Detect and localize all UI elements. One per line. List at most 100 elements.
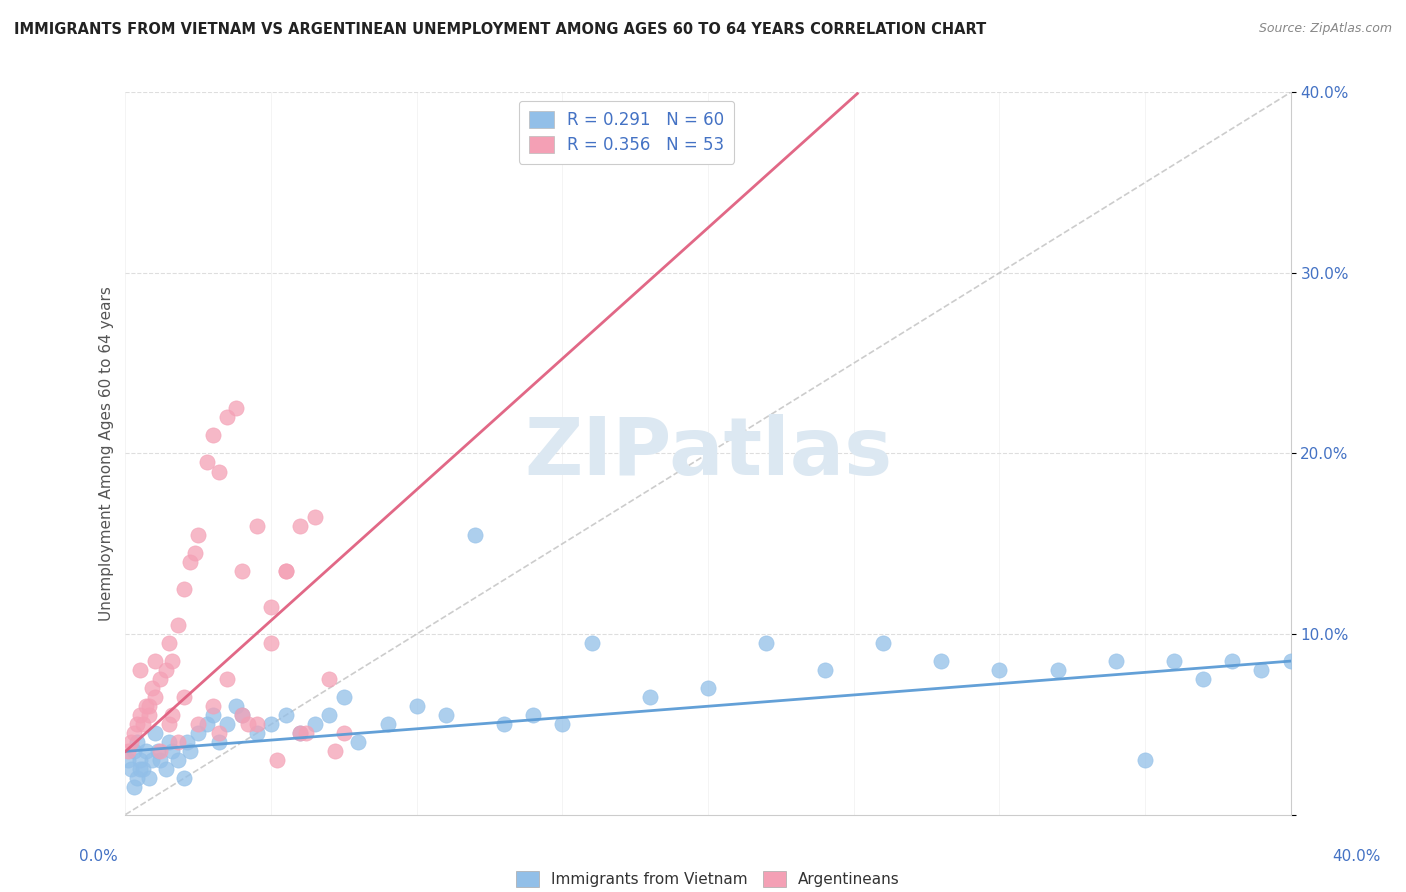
Point	[274, 564, 297, 578]
Point	[173, 690, 195, 705]
Point	[1105, 654, 1128, 668]
Point	[195, 455, 218, 469]
Point	[1133, 753, 1156, 767]
Point	[290, 726, 312, 740]
Text: 40.0%: 40.0%	[1333, 849, 1381, 863]
Point	[304, 717, 326, 731]
Point	[187, 527, 209, 541]
Point	[122, 726, 145, 740]
Point	[217, 672, 239, 686]
Point	[135, 699, 157, 714]
Point	[176, 735, 198, 749]
Point	[160, 744, 183, 758]
Point	[638, 690, 661, 705]
Point	[132, 763, 155, 777]
Point	[522, 708, 544, 723]
Point	[167, 618, 190, 632]
Point	[274, 708, 297, 723]
Point	[149, 753, 172, 767]
Point	[260, 636, 283, 650]
Point	[160, 654, 183, 668]
Point	[225, 401, 247, 416]
Point	[117, 753, 139, 767]
Point	[173, 582, 195, 596]
Point	[551, 717, 574, 731]
Point	[464, 527, 486, 541]
Point	[245, 726, 267, 740]
Point	[231, 708, 253, 723]
Point	[872, 636, 894, 650]
Point	[187, 726, 209, 740]
Point	[245, 717, 267, 731]
Point	[988, 663, 1011, 677]
Point	[127, 735, 149, 749]
Point	[149, 744, 172, 758]
Point	[179, 555, 201, 569]
Point	[929, 654, 952, 668]
Point	[755, 636, 778, 650]
Point	[143, 726, 166, 740]
Point	[295, 726, 318, 740]
Point	[132, 717, 155, 731]
Point	[260, 717, 283, 731]
Point	[141, 753, 163, 767]
Text: 0.0%: 0.0%	[79, 849, 118, 863]
Text: Source: ZipAtlas.com: Source: ZipAtlas.com	[1258, 22, 1392, 36]
Point	[138, 699, 160, 714]
Point	[201, 428, 224, 442]
Point	[143, 690, 166, 705]
Point	[155, 763, 177, 777]
Point	[129, 708, 152, 723]
Point	[290, 726, 312, 740]
Point	[304, 509, 326, 524]
Point	[434, 708, 457, 723]
Point	[377, 717, 399, 731]
Point	[1279, 654, 1302, 668]
Point	[290, 518, 312, 533]
Point	[333, 690, 356, 705]
Point	[318, 708, 340, 723]
Point	[333, 726, 356, 740]
Point	[122, 780, 145, 795]
Point	[143, 654, 166, 668]
Point	[129, 663, 152, 677]
Point	[274, 564, 297, 578]
Point	[184, 546, 207, 560]
Point	[318, 672, 340, 686]
Point	[208, 465, 231, 479]
Point	[697, 681, 720, 695]
Point	[494, 717, 516, 731]
Point	[208, 735, 231, 749]
Point	[155, 663, 177, 677]
Point	[160, 708, 183, 723]
Point	[405, 699, 427, 714]
Point	[217, 410, 239, 425]
Point	[167, 735, 190, 749]
Point	[323, 744, 346, 758]
Point	[1192, 672, 1215, 686]
Point	[167, 753, 190, 767]
Y-axis label: Unemployment Among Ages 60 to 64 years: Unemployment Among Ages 60 to 64 years	[100, 286, 114, 621]
Text: ZIPatlas: ZIPatlas	[524, 415, 893, 492]
Point	[1250, 663, 1272, 677]
Point	[347, 735, 370, 749]
Point	[187, 717, 209, 731]
Point	[813, 663, 835, 677]
Point	[122, 744, 145, 758]
Point	[231, 708, 253, 723]
Point	[217, 717, 239, 731]
Point	[260, 599, 283, 614]
Point	[135, 744, 157, 758]
Text: IMMIGRANTS FROM VIETNAM VS ARGENTINEAN UNEMPLOYMENT AMONG AGES 60 TO 64 YEARS CO: IMMIGRANTS FROM VIETNAM VS ARGENTINEAN U…	[14, 22, 987, 37]
Point	[129, 753, 152, 767]
Point	[120, 735, 142, 749]
Point	[127, 772, 149, 786]
Point	[208, 726, 231, 740]
Point	[149, 672, 172, 686]
Point	[581, 636, 603, 650]
Point	[157, 735, 180, 749]
Point	[225, 699, 247, 714]
Point	[146, 744, 169, 758]
Point	[201, 708, 224, 723]
Point	[157, 717, 180, 731]
